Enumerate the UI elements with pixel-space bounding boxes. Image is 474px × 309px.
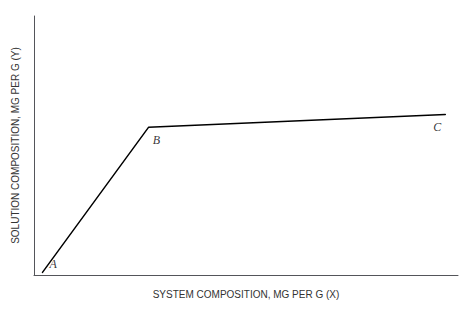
svg-text:B: B bbox=[153, 133, 161, 147]
svg-text:SYSTEM COMPOSITION, MG PER G (: SYSTEM COMPOSITION, MG PER G (X) bbox=[153, 289, 340, 300]
svg-text:C: C bbox=[433, 120, 442, 134]
svg-text:SOLUTION COMPOSITION, MG PER G: SOLUTION COMPOSITION, MG PER G (Y) bbox=[10, 47, 21, 244]
svg-text:A: A bbox=[48, 257, 57, 271]
